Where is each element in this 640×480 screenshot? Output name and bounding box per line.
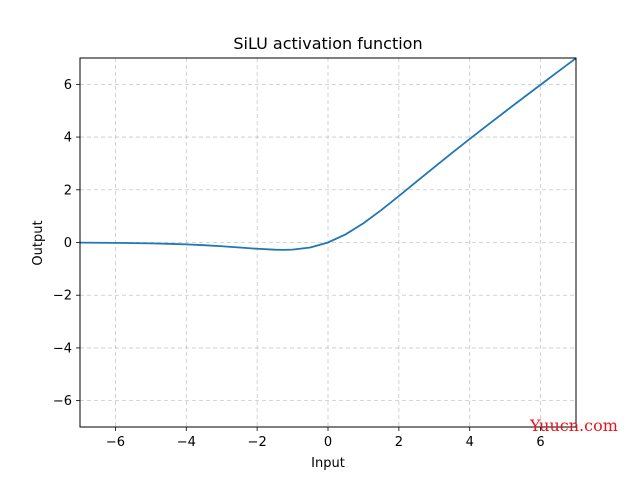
- x-tick-label: −4: [177, 435, 196, 450]
- tick-labels: −6 −4 −2 0 2 4 6 −6 −4 −2 0 2 4 6: [53, 78, 545, 450]
- series-line-silu: [79, 57, 577, 251]
- x-tick-label: −6: [106, 435, 125, 450]
- y-axis-title: Output: [31, 220, 46, 265]
- y-tick-label: 0: [64, 236, 72, 251]
- watermark-text: Yuucn.com: [529, 416, 618, 435]
- x-tick-label: 4: [466, 435, 474, 450]
- y-tick-label: 4: [64, 131, 72, 146]
- y-tick-label: 2: [64, 183, 72, 198]
- x-tick-label: 2: [395, 435, 403, 450]
- y-tick-label: −2: [53, 289, 72, 304]
- x-tick-label: 6: [536, 435, 544, 450]
- x-tick-label: 0: [324, 435, 332, 450]
- x-axis-title: Input: [311, 456, 345, 471]
- y-tick-label: −4: [53, 341, 72, 356]
- axis-ticks: [76, 83, 541, 431]
- y-tick-label: 6: [64, 78, 72, 93]
- plot-frame: [79, 57, 577, 428]
- y-tick-label: −6: [53, 394, 72, 409]
- x-tick-label: −2: [248, 435, 267, 450]
- chart-title: SiLU activation function: [233, 34, 422, 53]
